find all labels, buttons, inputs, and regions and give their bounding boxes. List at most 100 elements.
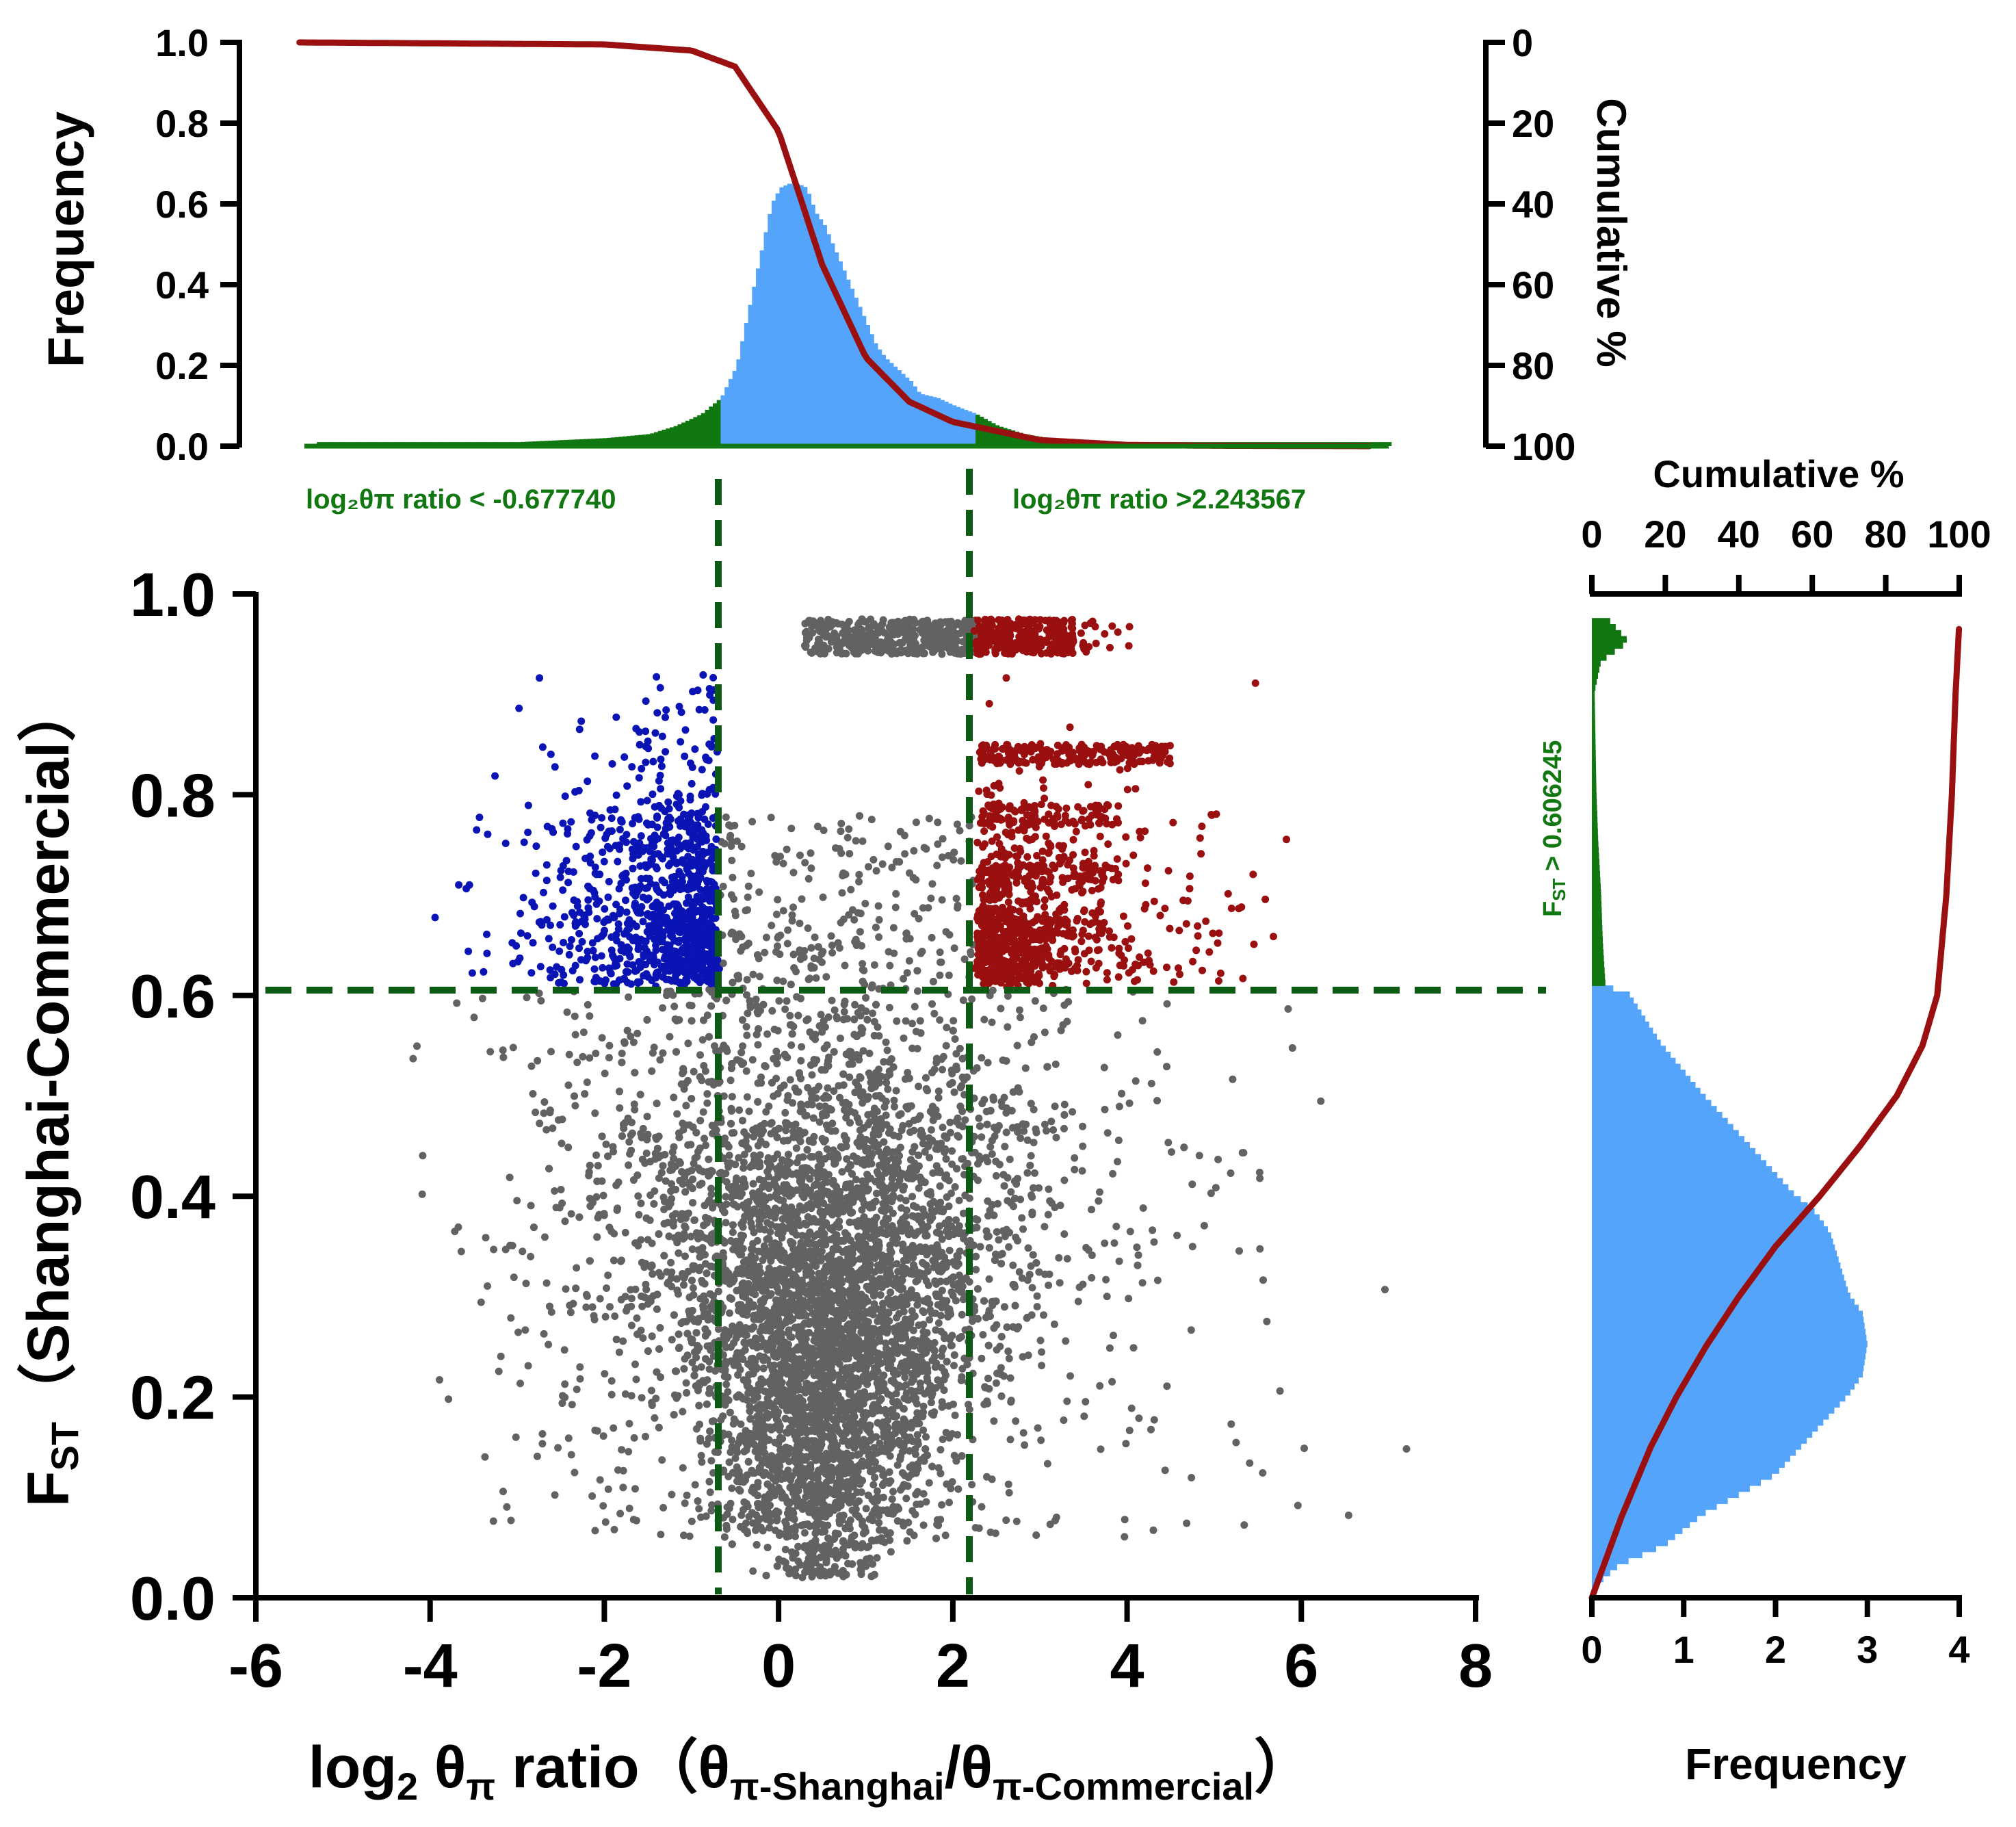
top-right-tick-label: 80 [1512, 344, 1554, 387]
scatter-point [754, 1041, 762, 1049]
scatter-point [926, 1154, 934, 1162]
top-hist-bar [932, 397, 937, 446]
scatter-point [627, 1118, 636, 1126]
top-hist-bar [712, 403, 718, 446]
scatter-point [1033, 1292, 1041, 1300]
top-hist-bar [881, 354, 886, 446]
top-hist-bar [861, 315, 867, 446]
scatter-point [911, 1002, 919, 1011]
scatter-point [739, 1158, 748, 1167]
top-hist-bar [646, 434, 651, 446]
scatter-point [774, 896, 782, 904]
top-hist-bar [720, 395, 725, 446]
scatter-point [926, 1316, 934, 1324]
top-hist-bar [693, 417, 698, 446]
top-right-tick-label: 40 [1512, 183, 1554, 226]
scatter-point [911, 1510, 919, 1518]
top-hist-bar [971, 413, 976, 446]
scatter-point [797, 1100, 805, 1109]
top-hist-bar [779, 187, 784, 446]
scatter-point [908, 1193, 916, 1201]
top-hist-bar [552, 440, 557, 446]
top-left-ticks: 0.00.20.40.60.81.0 [155, 21, 239, 468]
top-hist-bar [928, 396, 933, 446]
scatter-point [873, 1554, 881, 1562]
top-hist-bar [630, 435, 636, 446]
scatter-point [916, 1017, 924, 1025]
scatter-point [906, 1447, 914, 1455]
top-hist-bar [732, 370, 737, 446]
top-hist-bar [626, 436, 631, 446]
scatter-point [838, 1168, 846, 1176]
top-hist-bar [924, 395, 929, 446]
scatter-point [816, 1553, 824, 1562]
scatter-point [1040, 1028, 1049, 1037]
scatter-point [634, 1192, 642, 1200]
top-left-tick-label: 0.6 [155, 183, 209, 226]
top-hist-bar [591, 439, 596, 446]
scatter-point [681, 1252, 689, 1260]
top-hist-bar [771, 200, 776, 446]
top-hist-bar [877, 349, 882, 446]
top-hist-bar [1003, 428, 1008, 446]
top-hist-bar [571, 439, 577, 446]
scatter-point [784, 1091, 792, 1100]
top-hist-bar [634, 435, 639, 446]
scatter-point [749, 1567, 757, 1575]
top-hist-bar [579, 439, 584, 446]
scatter-point [585, 1168, 593, 1176]
scatter-point [846, 1218, 854, 1226]
top-hist-bar [979, 417, 984, 446]
top-hist-bar [889, 363, 894, 446]
scatter-point [794, 1011, 802, 1020]
scatter-point [722, 1200, 731, 1208]
scatter-point [1043, 1127, 1050, 1135]
scatter-point [775, 997, 783, 1005]
scatter-point [929, 978, 937, 985]
top-hist-bar [681, 422, 686, 446]
scatter-point [668, 1180, 675, 1188]
scatter-point [627, 1295, 636, 1303]
top-hist-bar [642, 435, 647, 446]
top-hist-bar [673, 426, 679, 446]
scatter-point [689, 1199, 697, 1207]
scatter-point [841, 961, 849, 970]
top-hist-bar [983, 419, 988, 446]
top-hist-bar [975, 414, 980, 446]
scatter-point [840, 1000, 848, 1009]
scatter-point [903, 969, 911, 977]
scatter-point [726, 1309, 733, 1317]
top-hist-bar [575, 439, 580, 446]
scatter-point [616, 1104, 624, 1112]
top-right-tick-label: 60 [1512, 263, 1554, 307]
scatter-point [792, 1436, 800, 1444]
scatter-point [638, 1302, 646, 1310]
scatter-point [934, 1093, 943, 1102]
top-hist-bar [987, 421, 992, 446]
scatter-panel: -6 -4 -2 0 2 4 6 8 0.00.20.40.60.81.0 log2 θπ r… [16, 469, 1546, 1808]
top-hist-bar [748, 304, 753, 446]
top-hist-bar [783, 185, 788, 446]
top-hist-bar [744, 323, 749, 446]
top-hist-bar [940, 400, 945, 446]
top-hist-bar [893, 366, 898, 446]
scatter-point [882, 1345, 891, 1353]
scatter-point [934, 1319, 943, 1327]
top-hist-bar [838, 261, 843, 446]
scatter-point [887, 1261, 895, 1269]
scatter-point [946, 1118, 954, 1126]
top-y-axis-title: Frequency [38, 112, 94, 367]
scatter-point [635, 1210, 643, 1219]
top-hist-bar [654, 432, 659, 446]
top-hist-bar [701, 413, 706, 446]
top-hist-bar [728, 378, 733, 446]
scatter-point [936, 1016, 944, 1024]
scatter-point [725, 1152, 733, 1159]
top-hist-bar [724, 387, 729, 446]
top-right-tick-label: 0 [1512, 21, 1533, 64]
scatter-point [997, 1005, 1005, 1013]
top-hist-bar [995, 425, 1000, 446]
top-hist-bar [610, 437, 616, 446]
scatter-point [978, 1133, 986, 1141]
top-hist-bar [818, 219, 824, 446]
